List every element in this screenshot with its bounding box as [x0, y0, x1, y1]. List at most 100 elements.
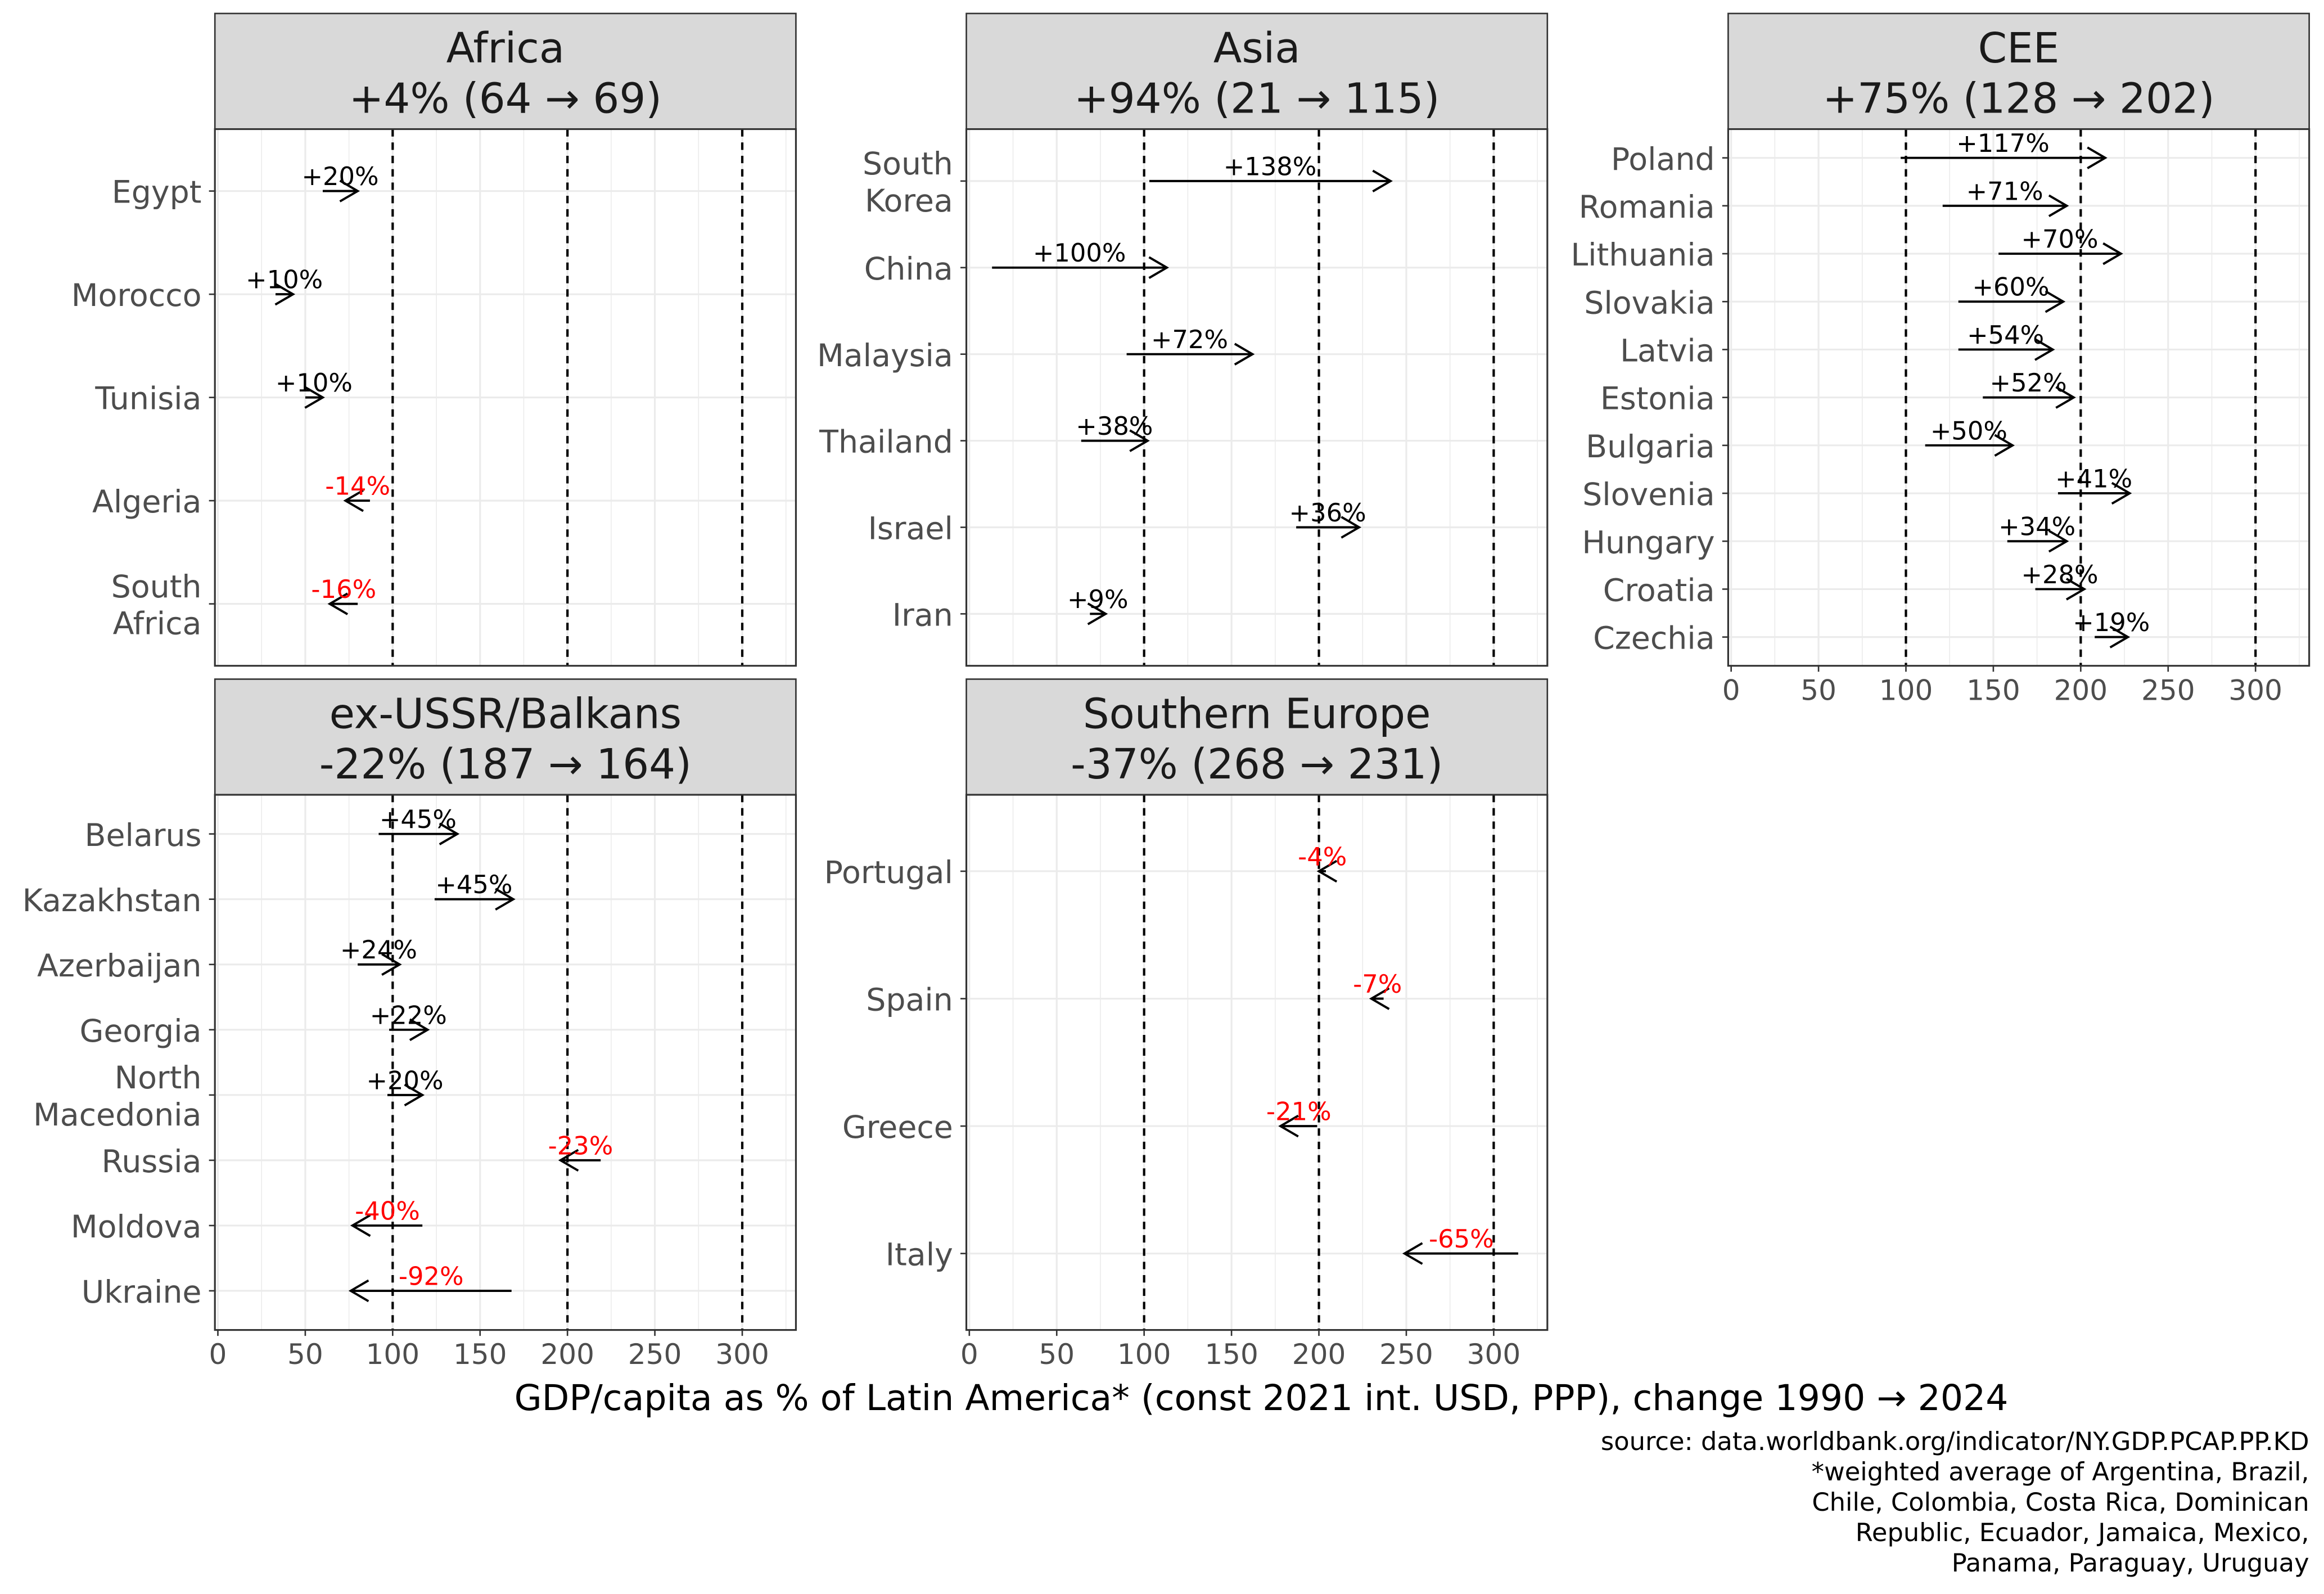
arrow-morocco: +10%	[246, 265, 323, 306]
arrow-latvia: +54%	[1958, 320, 2055, 361]
change-label: +70%	[2021, 224, 2099, 254]
strip-title: ex-USSR/Balkans	[330, 690, 682, 738]
country-label: Belarus	[84, 818, 201, 854]
arrow-italy: -65%	[1402, 1224, 1518, 1265]
arrow-head	[350, 1214, 371, 1237]
arrow-china: +100%	[992, 238, 1170, 279]
x-tick-label: 250	[628, 1338, 682, 1371]
arrow-head	[2087, 146, 2108, 169]
arrow-head	[495, 888, 516, 911]
arrow-georgia: +22%	[370, 1000, 447, 1041]
change-label: -92%	[399, 1261, 464, 1291]
caption-line: *weighted average of Argentina, Brazil,	[1812, 1457, 2309, 1487]
panel-border	[965, 794, 1549, 1331]
change-label: -40%	[355, 1196, 420, 1226]
arrow-north-macedonia: +20%	[367, 1065, 444, 1106]
country-label: Estonia	[1600, 381, 1715, 417]
change-label: +41%	[2055, 463, 2132, 493]
strip	[1727, 12, 2310, 130]
arrow-head	[2048, 530, 2069, 553]
change-label: +28%	[2021, 560, 2099, 589]
country-label: Iran	[892, 597, 953, 633]
arrow-head	[1316, 859, 1338, 883]
change-label: +36%	[1289, 498, 1366, 528]
country-label: Poland	[1611, 142, 1715, 178]
panel-border	[1727, 128, 2311, 667]
change-label: +19%	[2073, 607, 2150, 637]
x-tick-label: 100	[1879, 674, 1933, 706]
country-label: Slovenia	[1582, 477, 1715, 513]
x-tick-label: 200	[2054, 674, 2108, 706]
country-label: Italy	[886, 1237, 953, 1273]
country-label: Kazakhstan	[22, 883, 202, 919]
arrow-slovakia: +60%	[1958, 272, 2066, 313]
change-label: +50%	[1930, 416, 2007, 445]
strip-summary: +4% (64 → 69)	[349, 75, 662, 123]
arrow-tunisia: +10%	[276, 368, 353, 409]
arrow-romania: +71%	[1942, 176, 2069, 218]
arrow-head	[339, 179, 360, 202]
strip-summary: +94% (21 → 115)	[1074, 75, 1439, 123]
arrow-head	[2045, 290, 2066, 313]
panel-cee: CEE+75% (128 → 202) +117% Poland +71% Romani…	[1571, 12, 2311, 706]
arrow-south-africa: -16%	[311, 574, 376, 615]
change-label: +9%	[1067, 584, 1129, 614]
x-tick-label: 300	[715, 1338, 769, 1371]
change-label: +45%	[380, 804, 457, 834]
country-label: Africa	[113, 606, 202, 642]
country-label: Malaysia	[817, 338, 953, 374]
change-label: -7%	[1353, 969, 1402, 999]
x-tick-label: 50	[287, 1338, 323, 1371]
country-label: Spain	[866, 983, 953, 1019]
arrow-head	[2109, 625, 2131, 649]
strip-title: Southern Europe	[1083, 690, 1431, 738]
arrow-lithuania: +70%	[1998, 224, 2123, 265]
panel-southern-europe: Southern Europe-37% (268 → 231) -4% Portug…	[824, 678, 1549, 1371]
x-tick-label: 250	[1379, 1338, 1433, 1371]
country-label: Georgia	[79, 1014, 201, 1050]
arrow-slovenia: +41%	[2055, 463, 2132, 505]
x-tick-label: 250	[2141, 674, 2195, 706]
country-label: Egypt	[112, 175, 202, 211]
x-tick-label: 100	[366, 1338, 420, 1371]
x-tick-label: 150	[1204, 1338, 1258, 1371]
country-label: Bulgaria	[1586, 429, 1715, 465]
country-label: Slovakia	[1584, 285, 1714, 321]
arrow-head	[2034, 338, 2055, 361]
country-label: China	[864, 251, 953, 287]
change-label: +52%	[1990, 368, 2067, 398]
panel-border	[214, 128, 797, 667]
arrow-bulgaria: +50%	[1925, 416, 2015, 457]
arrow-head	[2065, 578, 2087, 601]
panel-border	[965, 128, 1549, 667]
arrow-egypt: +20%	[302, 161, 379, 202]
change-label: -21%	[1266, 1097, 1332, 1127]
change-label: +72%	[1151, 325, 1228, 354]
strip	[965, 12, 1549, 130]
arrow-head	[1341, 516, 1361, 539]
arrow-moldova: -40%	[350, 1196, 423, 1237]
change-label: +117%	[1956, 128, 2050, 158]
strip-summary: +75% (128 → 202)	[1822, 75, 2214, 123]
arrow-head	[1278, 1114, 1299, 1138]
x-tick-label: 0	[1722, 674, 1740, 706]
change-label: +10%	[246, 265, 323, 295]
x-tick-label: 150	[453, 1338, 507, 1371]
change-label: -14%	[325, 471, 390, 501]
change-label: +60%	[1972, 272, 2049, 302]
arrow-croatia: +28%	[2021, 560, 2099, 601]
country-label: Hungary	[1582, 525, 1714, 561]
change-label: +71%	[1966, 176, 2043, 206]
strip-summary: -22% (187 → 164)	[319, 740, 692, 789]
change-label: +45%	[435, 870, 512, 899]
country-label: Moldova	[71, 1209, 202, 1245]
change-label: +20%	[367, 1065, 444, 1095]
x-tick-label: 200	[1292, 1338, 1346, 1371]
strip-title: CEE	[1978, 24, 2060, 73]
change-label: +100%	[1033, 238, 1126, 268]
caption-line: Panama, Paraguay, Uruguay	[1952, 1548, 2309, 1578]
arrow-head	[327, 592, 349, 615]
country-label: Thailand	[819, 425, 953, 461]
